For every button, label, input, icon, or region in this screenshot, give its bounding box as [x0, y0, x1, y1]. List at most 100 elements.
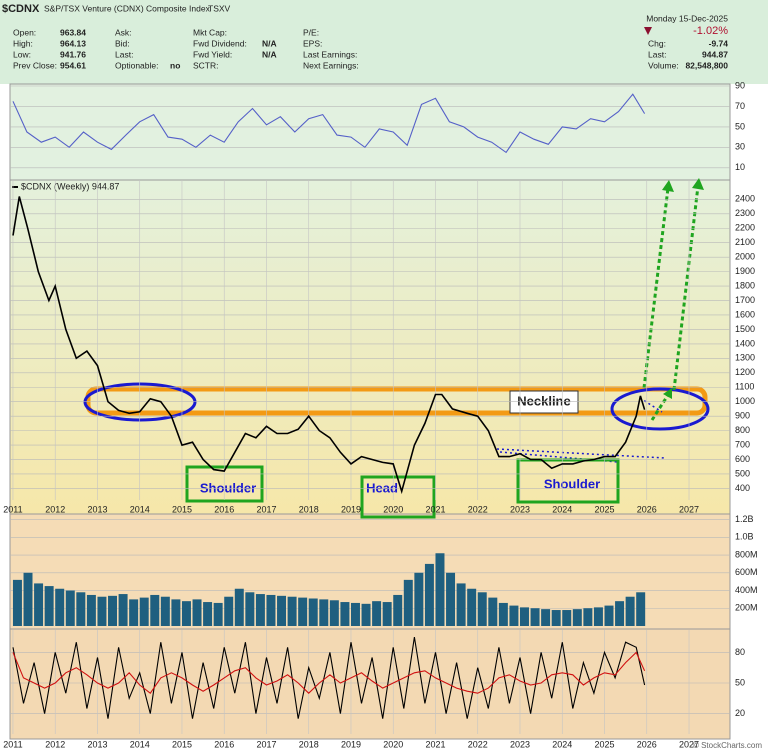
volume-bar	[615, 601, 625, 626]
volume-bar	[234, 588, 244, 626]
x-tick-label: 2018	[299, 739, 319, 749]
y-tick-label: 1500	[735, 324, 755, 334]
field-label: P/E:	[303, 27, 319, 37]
y-tick-label: 400M	[735, 585, 758, 595]
y-tick-label: 2100	[735, 237, 755, 247]
header: $CDNX S&P/TSX Venture (CDNX) Composite I…	[2, 3, 728, 70]
volume-bar	[488, 597, 498, 626]
volume-bar	[277, 595, 287, 626]
quote-label: Volume:	[648, 60, 679, 70]
annotation: Shoulder	[200, 480, 256, 495]
price-panel	[9, 179, 731, 515]
x-tick-label: 2019	[341, 739, 361, 749]
volume-bar	[308, 598, 318, 626]
volume-bar	[213, 602, 223, 626]
y-tick-label: 90	[735, 80, 745, 90]
field-label: Optionable:	[115, 60, 158, 70]
watermark: © StockCharts.com	[693, 741, 762, 750]
exchange: TSXV	[208, 3, 231, 13]
field-label: Next Earnings:	[303, 60, 359, 70]
field-value: 964.13	[60, 38, 86, 48]
y-tick-label: 400	[735, 483, 750, 493]
right-oval	[610, 387, 710, 431]
volume-bar	[562, 610, 572, 626]
volume-bar	[108, 595, 118, 626]
volume-bar	[593, 607, 603, 626]
header-bg	[0, 0, 768, 84]
x-tick-label: 2013	[87, 739, 107, 749]
volume-bar	[467, 588, 477, 626]
volume-bar	[34, 583, 44, 626]
y-tick-label: 10	[735, 162, 745, 172]
volume-bar	[382, 602, 392, 626]
series-line	[12, 651, 646, 694]
x-tick-label: 2025	[594, 504, 614, 514]
x-tick-label: 2026	[637, 739, 657, 749]
panel-layer: 10 30 50 70 90	[10, 80, 745, 172]
volume-bar	[509, 605, 519, 626]
volume-bar	[435, 553, 445, 626]
volume-bar	[625, 596, 635, 626]
volume-bar	[572, 609, 582, 626]
volume-bar	[65, 590, 75, 626]
y-tick-label: 1700	[735, 295, 755, 305]
x-tick-label: 2023	[510, 739, 530, 749]
series-line	[12, 637, 646, 719]
rsi-panel	[9, 83, 731, 181]
quote-value: -9.74	[709, 38, 729, 48]
volume-bar	[76, 592, 86, 626]
x-tick-label: 2026	[637, 504, 657, 514]
volume-bar	[86, 594, 96, 626]
volume-bar	[12, 579, 22, 626]
x-tick-label: 2014	[130, 739, 150, 749]
field-label: Fwd Yield:	[193, 49, 232, 59]
volume-bar	[530, 608, 540, 626]
panel-layer: 200M 400M 600M 800M 1.0B 1.2B	[10, 514, 758, 626]
volume-bar	[192, 599, 202, 626]
volume-bar	[171, 599, 181, 626]
x-tick-label: 2027	[679, 739, 699, 749]
y-tick-label: 1800	[735, 280, 755, 290]
field-label: Prev Close:	[13, 60, 57, 70]
volume-bar	[604, 605, 614, 626]
volume-bar	[55, 588, 65, 626]
y-tick-label: 600	[735, 454, 750, 464]
quote-value: 944.87	[702, 49, 728, 59]
x-tick-label: 2017	[256, 739, 276, 749]
volume-bar	[245, 592, 255, 626]
y-tick-label: 2000	[735, 252, 755, 262]
trend-line	[496, 448, 666, 459]
field-label: High:	[13, 38, 33, 48]
x-tick-label: 2023	[510, 504, 530, 514]
volume-bar	[636, 592, 646, 626]
panel-layer: 400 500 600 700 800 900 1000 1100 1200 1300 1400 15…	[3, 180, 755, 514]
field-value: N/A	[262, 49, 277, 59]
x-tick-label: 2025	[594, 739, 614, 749]
quote-label: Last:	[648, 49, 666, 59]
series-line	[12, 196, 646, 495]
volume-bar	[414, 572, 424, 626]
down-arrow	[644, 27, 652, 35]
quote-value: 82,548,800	[685, 60, 728, 70]
y-tick-label: 500	[735, 468, 750, 478]
y-tick-label: 2300	[735, 208, 755, 218]
volume-bar	[319, 599, 329, 626]
y-tick-label: 1.2B	[735, 514, 754, 524]
annotation: Shoulder	[544, 476, 600, 491]
field-value: 954.61	[60, 60, 86, 70]
y-tick-label: 1300	[735, 353, 755, 363]
volume-bar	[551, 610, 561, 626]
field-label: Open:	[13, 27, 36, 37]
x-tick-label: 2020	[383, 739, 403, 749]
volume-bar	[456, 583, 466, 626]
y-tick-label: 200M	[735, 603, 758, 613]
volume-bar	[498, 602, 508, 626]
field-label: Mkt Cap:	[193, 27, 227, 37]
volume-bar	[160, 596, 170, 626]
y-tick-label: 50	[735, 121, 745, 131]
field-label: Ask:	[115, 27, 132, 37]
volume-bar	[541, 609, 551, 626]
volume-bar	[393, 594, 403, 626]
volume-bar	[287, 596, 297, 626]
x-tick-label: 2027	[679, 504, 699, 514]
